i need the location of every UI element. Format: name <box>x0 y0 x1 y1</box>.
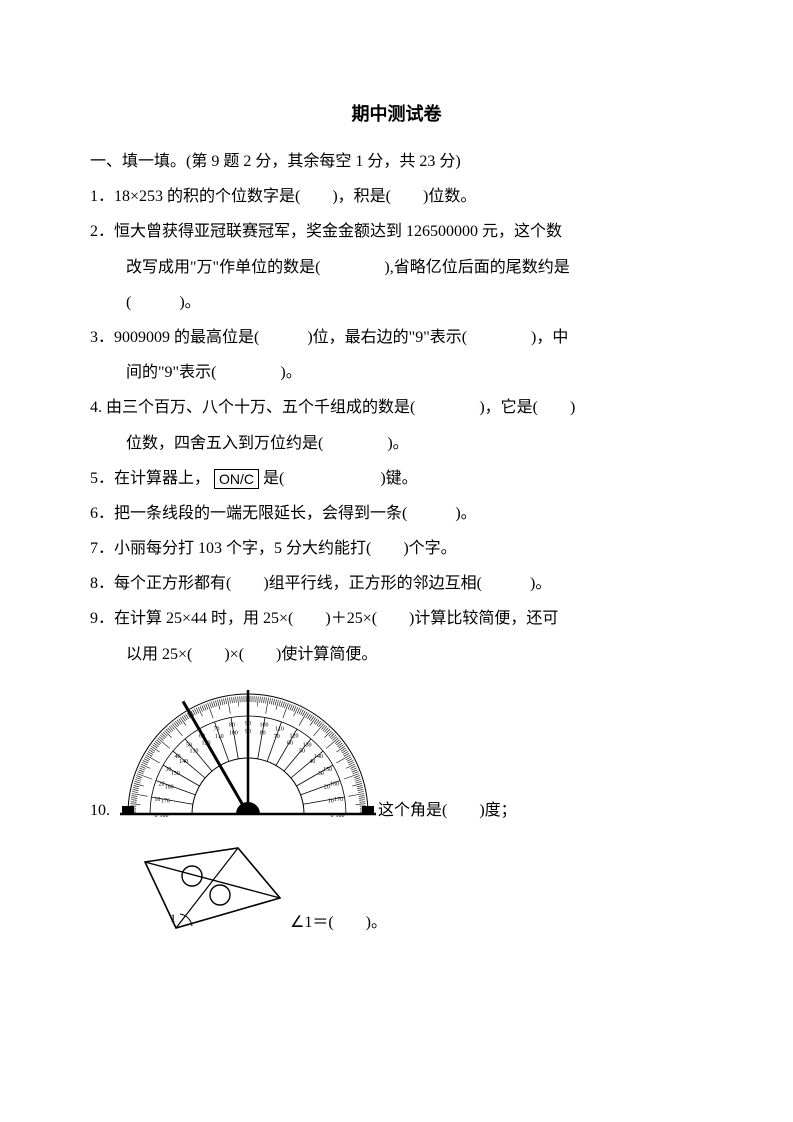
q9-line1: 9．在计算 25×44 时，用 25×( )＋25×( )计算比较简便，还可 <box>90 601 703 636</box>
q3-line2: 间的"9"表示( )。 <box>90 355 703 390</box>
q9-line2: 以用 25×( )×( )使计算简便。 <box>90 637 703 672</box>
q1: 1．18×253 的积的个位数字是( )，积是( )位数。 <box>90 179 703 214</box>
q10-label: 10. <box>90 793 110 834</box>
triangle-figure: 1 <box>130 840 290 940</box>
q10-after-protractor: 这个角是( )度； <box>378 793 517 834</box>
q7: 7．小丽每分打 103 个字，5 分大约能打( )个字。 <box>90 531 703 566</box>
q2-line3: ( )。 <box>90 285 703 320</box>
svg-text:1: 1 <box>170 911 176 925</box>
q2-line2: 改写成用"万"作单位的数是( ),省略亿位后面的尾数约是 <box>90 250 703 285</box>
q4-line1: 4. 由三个百万、八个十万、五个千组成的数是( )，它是( ) <box>90 390 703 425</box>
q3-line1: 3．9009009 的最高位是( )位，最右边的"9"表示( )，中 <box>90 320 703 355</box>
protractor-icon: 0180101702016030150401405013060120701108… <box>118 684 378 829</box>
onc-key-box: ON/C <box>214 469 259 489</box>
section1-heading: 一、填一填。(第 9 题 2 分，其余每空 1 分，共 23 分) <box>90 144 703 179</box>
q5-after: 是( )键。 <box>263 470 418 487</box>
q2-line1: 2．恒大曾获得亚冠联赛冠军，奖金金额达到 126500000 元，这个数 <box>90 214 703 249</box>
q5-before: 5．在计算器上， <box>90 470 210 487</box>
q5: 5．在计算器上， ON/C 是( )键。 <box>90 461 703 496</box>
q8: 8．每个正方形都有( )组平行线，正方形的邻边互相( )。 <box>90 566 703 601</box>
q6: 6．把一条线段的一端无限延长，会得到一条( )。 <box>90 496 703 531</box>
page-title: 期中测试卷 <box>90 100 703 126</box>
triangle-icon: 1 <box>130 840 290 935</box>
q10-protractor-row: 10. 018010170201603015040140501306012070… <box>90 684 703 834</box>
protractor-figure: 0180101702016030150401405013060120701108… <box>118 684 378 834</box>
q10-after-triangle: ∠1＝( )。 <box>290 905 387 940</box>
q10-triangle-row: 1 ∠1＝( )。 <box>90 834 703 940</box>
q4-line2: 位数，四舍五入到万位约是( )。 <box>90 426 703 461</box>
